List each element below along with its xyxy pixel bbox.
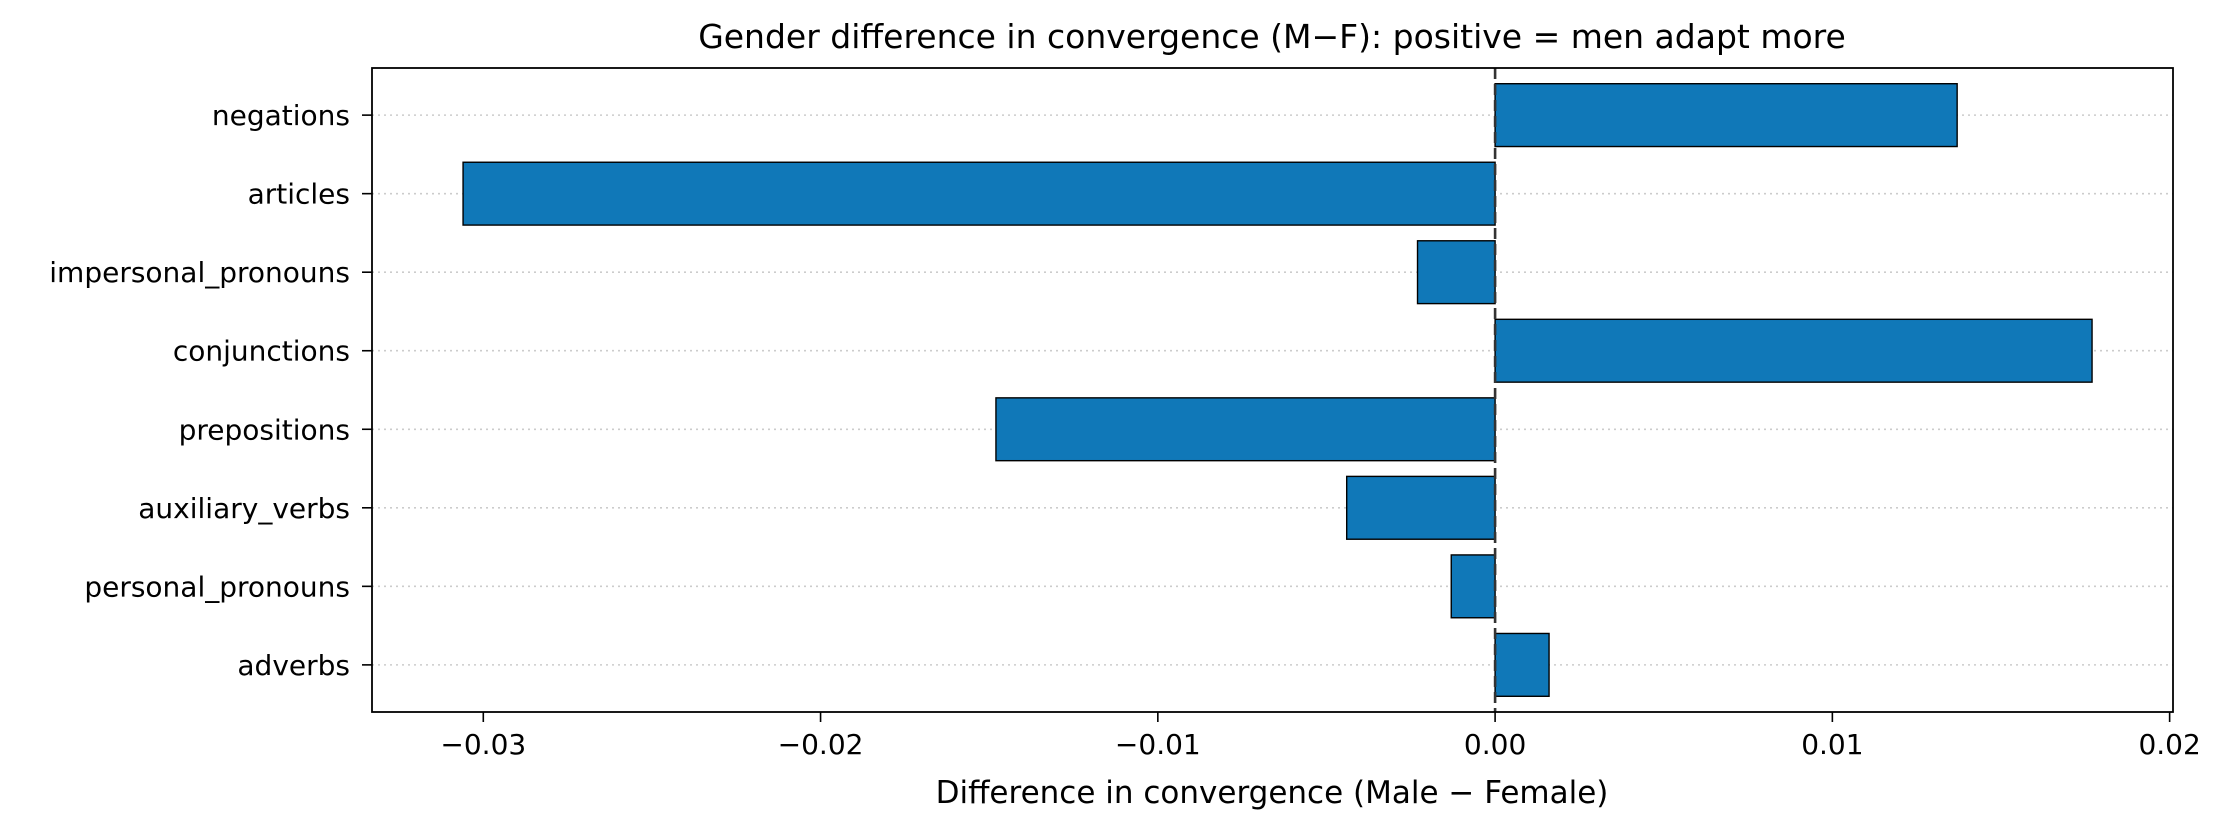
x-tick-label: −0.01 <box>1115 728 1201 761</box>
bar-articles <box>462 161 1496 226</box>
x-axis: −0.03 −0.02 −0.01 0.00 0.01 0.02 <box>440 712 2201 761</box>
y-axis: negations articles impersonal_pronounsconj… <box>49 99 372 682</box>
bars <box>462 83 2093 697</box>
x-axis-label: Difference in convergence (Male − Female… <box>936 775 1609 811</box>
y-tick-label: articles <box>248 178 350 211</box>
y-tick-label: auxiliary_verbs <box>138 492 350 525</box>
x-tick-label: −0.02 <box>778 728 864 761</box>
bar-prepositions <box>995 397 1496 462</box>
bar-conjunctions <box>1494 318 2093 383</box>
bar-impersonal-pronouns <box>1416 240 1496 305</box>
x-tick-label: 0.02 <box>2138 728 2200 761</box>
y-tick-label: conjunctions <box>173 335 350 368</box>
y-tick-label: prepositions <box>179 413 350 446</box>
plot-frame <box>371 67 2174 713</box>
bar-personal-pronouns <box>1450 554 1496 619</box>
bar-adverbs <box>1494 632 1550 697</box>
x-tick-label: 0.00 <box>1464 728 1526 761</box>
bar-negations <box>1494 83 1958 148</box>
y-tick-label: adverbs <box>237 649 350 682</box>
y-tick-label: negations <box>212 99 350 132</box>
x-tick-label: −0.03 <box>440 728 526 761</box>
bar-auxiliary-verbs <box>1345 475 1496 540</box>
x-tick-label: 0.01 <box>1801 728 1863 761</box>
y-tick-label: personal_pronouns <box>84 570 350 603</box>
chart-title: Gender difference in convergence (M−F): … <box>698 17 1846 56</box>
y-tick-label: impersonal_pronouns <box>49 256 350 289</box>
